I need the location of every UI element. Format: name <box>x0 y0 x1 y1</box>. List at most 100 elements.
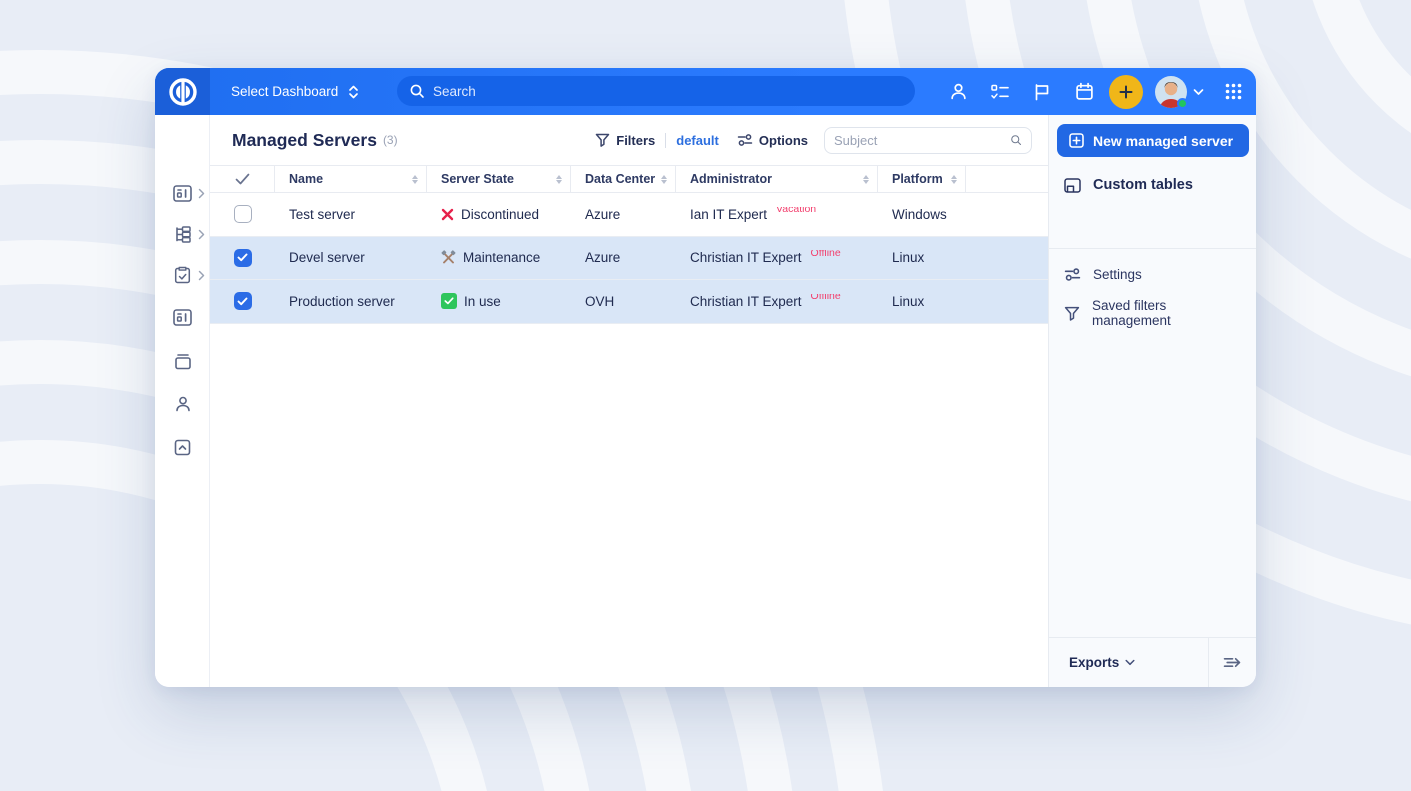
active-filter-link[interactable]: default <box>676 132 719 148</box>
sort-icon[interactable] <box>412 174 418 184</box>
sort-icon[interactable] <box>863 174 869 184</box>
cell-platform: Linux <box>892 293 925 309</box>
check-icon <box>235 173 249 185</box>
global-search <box>397 76 915 106</box>
options-button[interactable]: Options <box>737 133 808 148</box>
red-cross-icon <box>441 208 454 220</box>
app-logo[interactable] <box>155 68 210 115</box>
sort-icon[interactable] <box>661 174 667 184</box>
state-label: Maintenance <box>463 250 541 266</box>
person-icon <box>175 396 190 412</box>
dashboard-selector-label: Select Dashboard <box>231 84 339 99</box>
cell-administrator: Ian IT Expert Vacation <box>676 207 878 222</box>
tasks-icon[interactable] <box>979 68 1021 115</box>
cell-server-state: Discontinued <box>427 207 571 222</box>
table-header-row: Name Server State Data Center Administra… <box>210 165 1048 193</box>
cell-data-center: OVH <box>585 293 615 309</box>
search-icon[interactable] <box>1010 132 1022 148</box>
dashboard-selector[interactable]: Select Dashboard <box>231 68 359 115</box>
column-header-name[interactable]: Name <box>275 166 427 192</box>
right-action-panel: New managed server Custom tables Setting… <box>1048 115 1256 687</box>
clipboard-check-icon <box>174 266 191 284</box>
sort-icon[interactable] <box>556 174 562 184</box>
cell-platform: Windows <box>892 206 947 222</box>
column-header-empty <box>966 166 1048 192</box>
administrator-name: Christian IT Expert <box>690 293 802 309</box>
left-sidebar <box>155 115 210 687</box>
sidebar-item-users[interactable] <box>155 389 210 419</box>
filters-button[interactable]: Filters <box>595 133 655 148</box>
panel-collapse-toggle[interactable] <box>1209 638 1256 687</box>
column-header-platform[interactable]: Platform <box>878 166 966 192</box>
modules-icon <box>173 308 192 326</box>
table-row[interactable]: Test server Discontinued Azure Ian IT Ex… <box>210 193 1048 237</box>
main-content: Managed Servers (3) Filters default <box>210 115 1048 687</box>
global-search-input[interactable] <box>433 83 903 99</box>
topbar-icon-group <box>937 68 1256 115</box>
toolbar-divider <box>665 132 667 148</box>
panel-divider <box>1049 248 1256 249</box>
page-header: Managed Servers (3) Filters default <box>210 115 1048 165</box>
sidebar-item-dashboards[interactable] <box>155 178 210 208</box>
plus-icon <box>1119 85 1133 98</box>
calendar-icon[interactable] <box>1063 68 1105 115</box>
funnel-icon <box>1064 306 1080 321</box>
sidebar-item-servers[interactable] <box>155 302 210 332</box>
expand-arrow-icon <box>1223 657 1241 668</box>
select-all-checkbox[interactable] <box>210 166 275 192</box>
administrator-name: Ian IT Expert <box>690 206 768 222</box>
column-label: Administrator <box>690 172 772 186</box>
row-checkbox[interactable] <box>233 205 252 224</box>
admin-status-badge: Vacation <box>776 206 817 216</box>
quick-add-button[interactable] <box>1109 74 1143 109</box>
cell-server-state: In use <box>427 293 571 310</box>
user-avatar[interactable] <box>1155 75 1188 109</box>
sidebar-expand-chevron[interactable] <box>198 178 205 208</box>
table-row[interactable]: Devel server Maintenance Azure Christian… <box>210 236 1048 280</box>
custom-tables-icon <box>1064 177 1081 193</box>
admin-status-badge: Offline <box>810 293 841 303</box>
new-managed-server-label: New managed server <box>1093 132 1234 149</box>
sort-icon[interactable] <box>951 174 957 184</box>
custom-tables-button[interactable]: Custom tables <box>1049 164 1256 206</box>
cell-data-center: Azure <box>585 250 621 266</box>
column-header-data-center[interactable]: Data Center <box>571 166 676 192</box>
funnel-icon <box>596 133 610 147</box>
record-count: (3) <box>382 133 398 147</box>
column-header-administrator[interactable]: Administrator <box>676 166 878 192</box>
tree-icon <box>175 225 191 243</box>
plus-square-icon <box>1069 133 1084 148</box>
column-label: Name <box>289 172 324 186</box>
green-check-icon <box>441 293 457 310</box>
subject-search-input[interactable] <box>834 132 1010 148</box>
column-header-server-state[interactable]: Server State <box>427 166 571 192</box>
avatar-menu-chevron[interactable] <box>1187 88 1210 96</box>
new-managed-server-button[interactable]: New managed server <box>1057 124 1249 157</box>
sidebar-item-hierarchy[interactable] <box>155 219 210 249</box>
cell-server-state: Maintenance <box>427 250 571 265</box>
sidebar-item-archive[interactable] <box>155 346 210 376</box>
sidebar-item-uploads[interactable] <box>155 432 210 462</box>
box-icon <box>174 353 191 369</box>
crossed-tools-icon <box>441 250 456 264</box>
administrator-name: Christian IT Expert <box>690 250 802 266</box>
profile-icon[interactable] <box>937 68 979 115</box>
row-checkbox[interactable] <box>233 248 252 267</box>
saved-filters-button[interactable]: Saved filters management <box>1049 293 1256 333</box>
sidebar-item-tasks[interactable] <box>155 260 210 290</box>
exports-button[interactable]: Exports <box>1049 638 1209 687</box>
sidebar-expand-chevron[interactable] <box>198 219 205 249</box>
column-label: Data Center <box>585 172 656 186</box>
sidebar-expand-chevron[interactable] <box>198 260 205 290</box>
apps-grid-icon[interactable] <box>1210 68 1256 115</box>
chevron-updown-icon <box>349 85 359 98</box>
settings-button[interactable]: Settings <box>1049 259 1256 289</box>
cell-administrator: Christian IT Expert Offline <box>676 294 878 309</box>
flag-icon[interactable] <box>1021 68 1063 115</box>
sliders-icon <box>1064 267 1081 281</box>
table-row[interactable]: Production server In use OVH Christian I… <box>210 280 1048 324</box>
row-checkbox[interactable] <box>233 292 252 311</box>
cell-name: Production server <box>289 293 395 309</box>
box-chevron-up-icon <box>174 439 191 455</box>
subject-search <box>824 126 1032 154</box>
